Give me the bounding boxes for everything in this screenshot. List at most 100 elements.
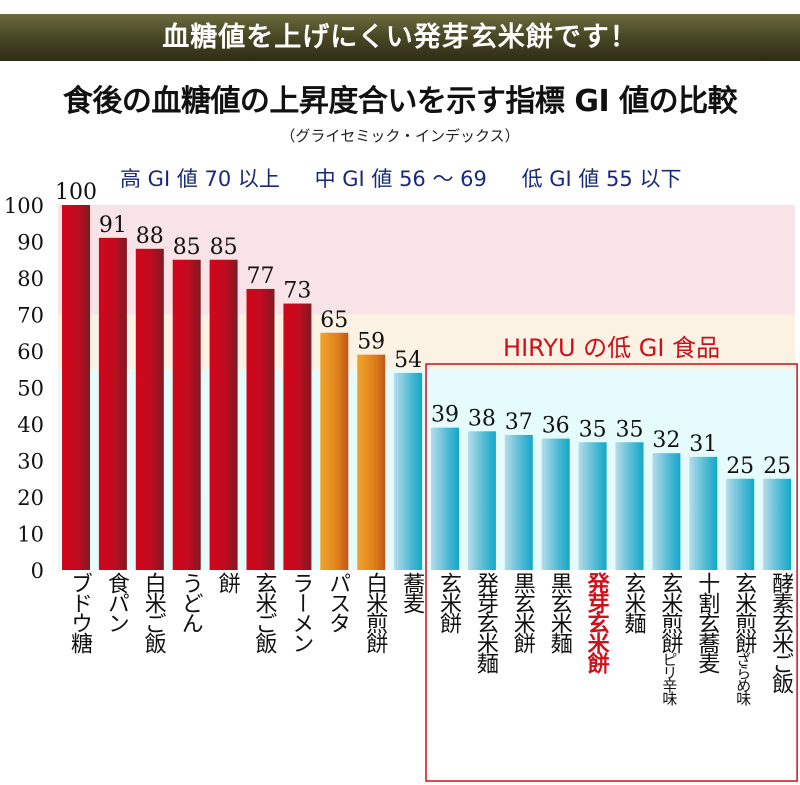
hiryu-group-box: [425, 363, 798, 782]
y-tick-label: 80: [17, 267, 44, 291]
y-tick-label: 0: [31, 559, 44, 583]
category-main: 餅: [214, 572, 240, 592]
value-label-5: 77: [247, 264, 275, 289]
category-main: 発芽玄米麺: [472, 572, 498, 672]
bar-18: [726, 478, 755, 570]
y-tick-label: 30: [17, 450, 44, 474]
band-high: [58, 205, 795, 315]
bar-7: [320, 332, 349, 570]
bar-11: [467, 431, 496, 570]
y-tick-label: 50: [17, 377, 44, 401]
category-main: 玄米煎餅: [657, 572, 683, 652]
value-label-6: 73: [283, 279, 311, 304]
value-label-19: 25: [763, 454, 791, 479]
category-main: 酵素玄米ご飯: [768, 572, 794, 692]
category-main: 食パン: [103, 572, 129, 632]
value-label-18: 25: [726, 454, 754, 479]
bar-15: [615, 442, 644, 570]
category-label-7: パスタ: [320, 572, 350, 632]
bar-2: [135, 248, 164, 571]
bar-19: [763, 478, 792, 570]
category-main: 発芽玄米餅: [583, 572, 609, 672]
y-tick-label: 20: [17, 486, 44, 510]
bar-4: [209, 259, 238, 570]
y-tick-label: 40: [17, 413, 44, 437]
bar-3: [172, 259, 201, 570]
category-label-5: 玄米ご飯: [247, 572, 277, 652]
category-label-13: 黒玄米麺: [542, 572, 572, 652]
category-label-19: 酵素玄米ご飯: [763, 572, 793, 692]
value-label-2: 88: [136, 224, 164, 249]
category-main: 黒玄米餅: [509, 572, 535, 652]
value-label-10: 39: [431, 403, 459, 428]
bar-12: [504, 434, 533, 570]
category-main: パスタ: [325, 572, 351, 632]
category-main: 十割玄蕎麦: [694, 572, 720, 672]
value-label-14: 35: [579, 417, 607, 442]
category-label-1: 食パン: [99, 572, 129, 632]
bar-6: [283, 303, 312, 570]
category-main: 玄米麺: [620, 572, 646, 632]
value-label-15: 35: [616, 417, 644, 442]
bar-5: [246, 288, 275, 570]
category-main: 玄米餅: [436, 572, 461, 632]
category-label-16: 玄米煎餅ピリ辛味: [652, 572, 682, 704]
legend-low: 低 GI 値 55 以下: [521, 167, 682, 191]
y-tick-label: 70: [17, 304, 44, 328]
category-main: 白米煎餅: [362, 572, 388, 652]
category-main: 白米ご飯: [140, 572, 166, 652]
category-main: ラーメン: [288, 572, 314, 652]
bar-16: [652, 453, 681, 570]
bar-0: [62, 205, 90, 570]
category-label-11: 発芽玄米麺: [468, 572, 498, 672]
category-label-3: うどん: [173, 572, 203, 632]
value-label-4: 85: [210, 235, 238, 260]
y-tick-label: 100: [4, 194, 44, 218]
category-label-15: 玄米麺: [616, 572, 646, 632]
category-label-6: ラーメン: [283, 572, 313, 652]
value-label-7: 65: [320, 308, 348, 333]
category-main: 玄米煎餅: [731, 572, 757, 652]
category-sub: ピリ辛味: [660, 652, 679, 704]
value-label-13: 36: [542, 414, 570, 439]
category-label-2: 白米ご飯: [136, 572, 166, 652]
headline-banner: 血糖値を上げにくい発芽玄米餅です！: [0, 14, 800, 61]
category-label-4: 餅: [210, 572, 240, 592]
value-label-16: 32: [652, 428, 680, 453]
value-label-9: 54: [394, 348, 422, 373]
gi-legend: 高 GI 値 70 以上 中 GI 値 56 〜 69 低 GI 値 55 以下: [120, 163, 800, 193]
bar-9: [394, 372, 423, 570]
category-label-14: 発芽玄米餅: [579, 572, 609, 672]
bar-14: [578, 442, 607, 570]
value-label-1: 91: [99, 213, 127, 238]
chart-subtitle: （グライセミック・インデックス）: [280, 127, 520, 145]
y-tick-label: 10: [17, 523, 44, 547]
category-label-17: 十割玄蕎麦: [689, 572, 719, 672]
y-tick-label: 60: [17, 340, 44, 364]
bar-8: [357, 354, 386, 570]
bar-17: [689, 456, 718, 570]
category-label-18: 玄米煎餅ざらめ味: [726, 572, 756, 704]
category-main: うどん: [177, 572, 203, 632]
y-tick-label: 90: [17, 231, 44, 255]
bar-13: [541, 438, 570, 570]
chart-title: 食後の血糖値の上昇度合いを示す指標 GI 値の比較: [62, 84, 738, 119]
bar-1: [98, 237, 127, 570]
category-label-9: 蕎麦: [394, 572, 424, 612]
bar-10: [431, 427, 459, 570]
category-main: 黒玄米麺: [546, 572, 572, 652]
legend-medium: 中 GI 値 56 〜 69: [314, 167, 487, 191]
hiryu-group-title: HIRYU の低 GI 食品: [503, 334, 720, 362]
category-label-8: 白米煎餅: [357, 572, 387, 652]
category-sub: ざらめ味: [734, 652, 753, 704]
category-main: 蕎麦: [399, 572, 425, 612]
legend-high: 高 GI 値 70 以上: [120, 167, 280, 191]
category-main: ブドウ糖: [67, 572, 92, 652]
category-label-0: ブドウ糖: [62, 572, 92, 652]
category-main: 玄米ご飯: [251, 572, 277, 652]
value-label-8: 59: [357, 330, 385, 355]
value-label-0: 100: [55, 180, 97, 205]
value-label-17: 31: [689, 432, 717, 457]
value-label-12: 37: [505, 410, 533, 435]
